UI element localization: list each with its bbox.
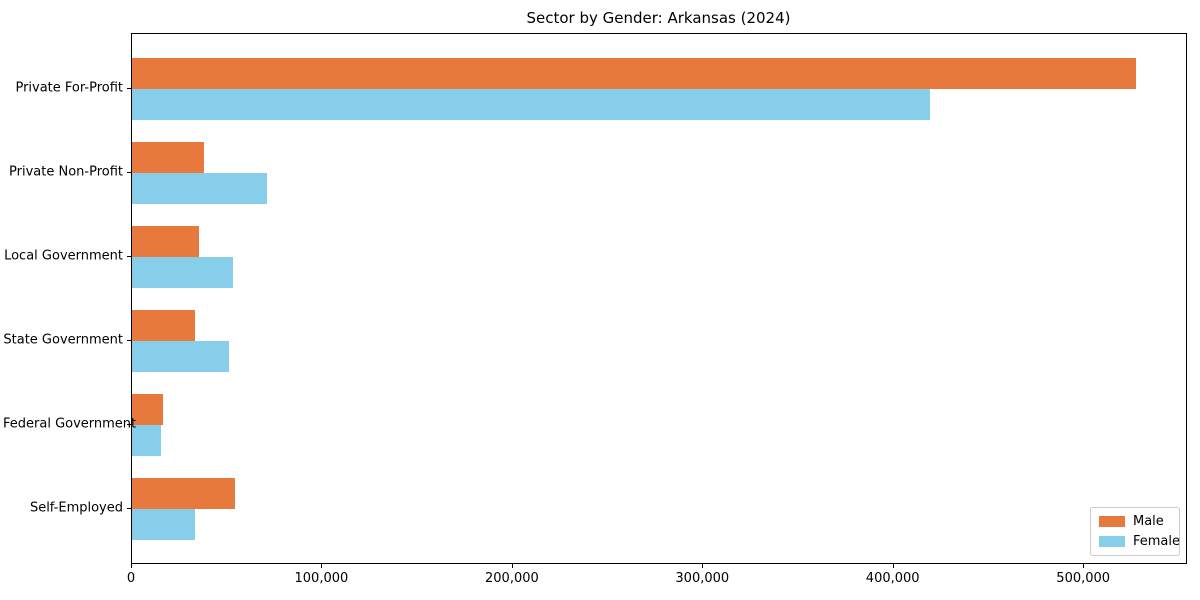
legend-swatch-male [1099, 516, 1125, 527]
bar-female-local-government [132, 257, 233, 288]
ytick-mark [127, 256, 131, 257]
bar-female-state-government [132, 341, 230, 372]
legend-label: Male [1133, 514, 1164, 529]
bar-male-federal-government [132, 394, 163, 425]
bar-male-private-non-profit [132, 142, 205, 173]
legend-swatch-female [1099, 536, 1125, 547]
xtick-label: 300,000 [675, 571, 730, 586]
ytick-label: State Government [3, 332, 123, 348]
xtick-mark [892, 564, 894, 568]
plot-area [131, 33, 1187, 564]
bar-female-self-employed [132, 509, 195, 540]
xtick-mark [131, 564, 132, 568]
ytick-mark [127, 340, 131, 341]
legend: Male Female [1090, 507, 1180, 556]
xtick-label: 200,000 [485, 571, 539, 586]
bar-male-self-employed [132, 478, 235, 509]
bar-male-state-government [132, 310, 195, 341]
bar-female-federal-government [132, 425, 161, 456]
bar-male-local-government [132, 226, 199, 257]
xtick-label: 0 [126, 571, 136, 586]
xtick-mark [321, 564, 323, 568]
xtick-label: 400,000 [865, 571, 920, 586]
xtick-mark [702, 564, 704, 568]
legend-entry-male: Male [1099, 514, 1171, 529]
ytick-mark [127, 424, 131, 425]
xtick-label: 100,000 [294, 571, 349, 586]
bar-female-private-non-profit [132, 173, 268, 204]
ytick-mark [127, 508, 131, 509]
bar-female-private-for-profit [132, 89, 930, 120]
ytick-label: Local Government [4, 248, 123, 264]
ytick-label: Self-Employed [29, 500, 123, 516]
ytick-label: Private Non-Profit [9, 164, 123, 180]
chart-title: Sector by Gender: Arkansas (2024) [526, 9, 791, 27]
bar-male-private-for-profit [132, 58, 1136, 89]
xtick-label: 500,000 [1056, 571, 1111, 586]
xtick-mark [511, 564, 513, 568]
legend-entry-female: Female [1099, 534, 1180, 549]
ytick-mark [127, 172, 131, 173]
ytick-label: Federal Government [3, 416, 137, 432]
ytick-label: Private For-Profit [15, 80, 123, 96]
ytick-mark [127, 88, 131, 89]
legend-label: Female [1133, 534, 1181, 549]
xtick-mark [1083, 564, 1085, 568]
